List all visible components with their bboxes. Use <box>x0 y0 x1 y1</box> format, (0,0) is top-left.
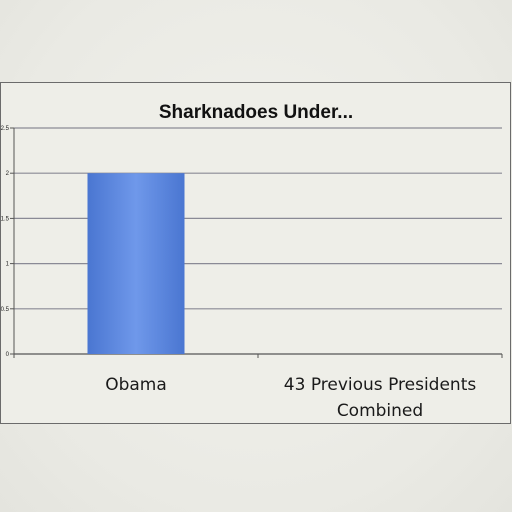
bars <box>87 173 185 354</box>
y-tick-label: 0 <box>6 352 10 358</box>
chart-title: Sharknadoes Under... <box>159 102 353 123</box>
axes <box>13 128 503 358</box>
category-label-1: 43 Previous Presidents <box>284 375 477 395</box>
y-tick-label: 0.5 <box>1 307 10 313</box>
bar-0 <box>87 173 185 354</box>
y-tick-labels: 0 0.5 1 1.5 2 2.5 <box>1 126 10 358</box>
y-tick-label: 2.5 <box>1 126 10 132</box>
y-tick-label: 1.5 <box>1 216 10 222</box>
category-labels: Obama 43 Previous Presidents Combined <box>105 375 476 421</box>
chart-frame <box>0 82 511 424</box>
gridlines <box>10 127 502 355</box>
category-label-0: Obama <box>105 375 167 395</box>
y-tick-label: 1 <box>6 262 10 268</box>
y-tick-label: 2 <box>6 171 10 177</box>
category-label-1: Combined <box>337 401 423 421</box>
